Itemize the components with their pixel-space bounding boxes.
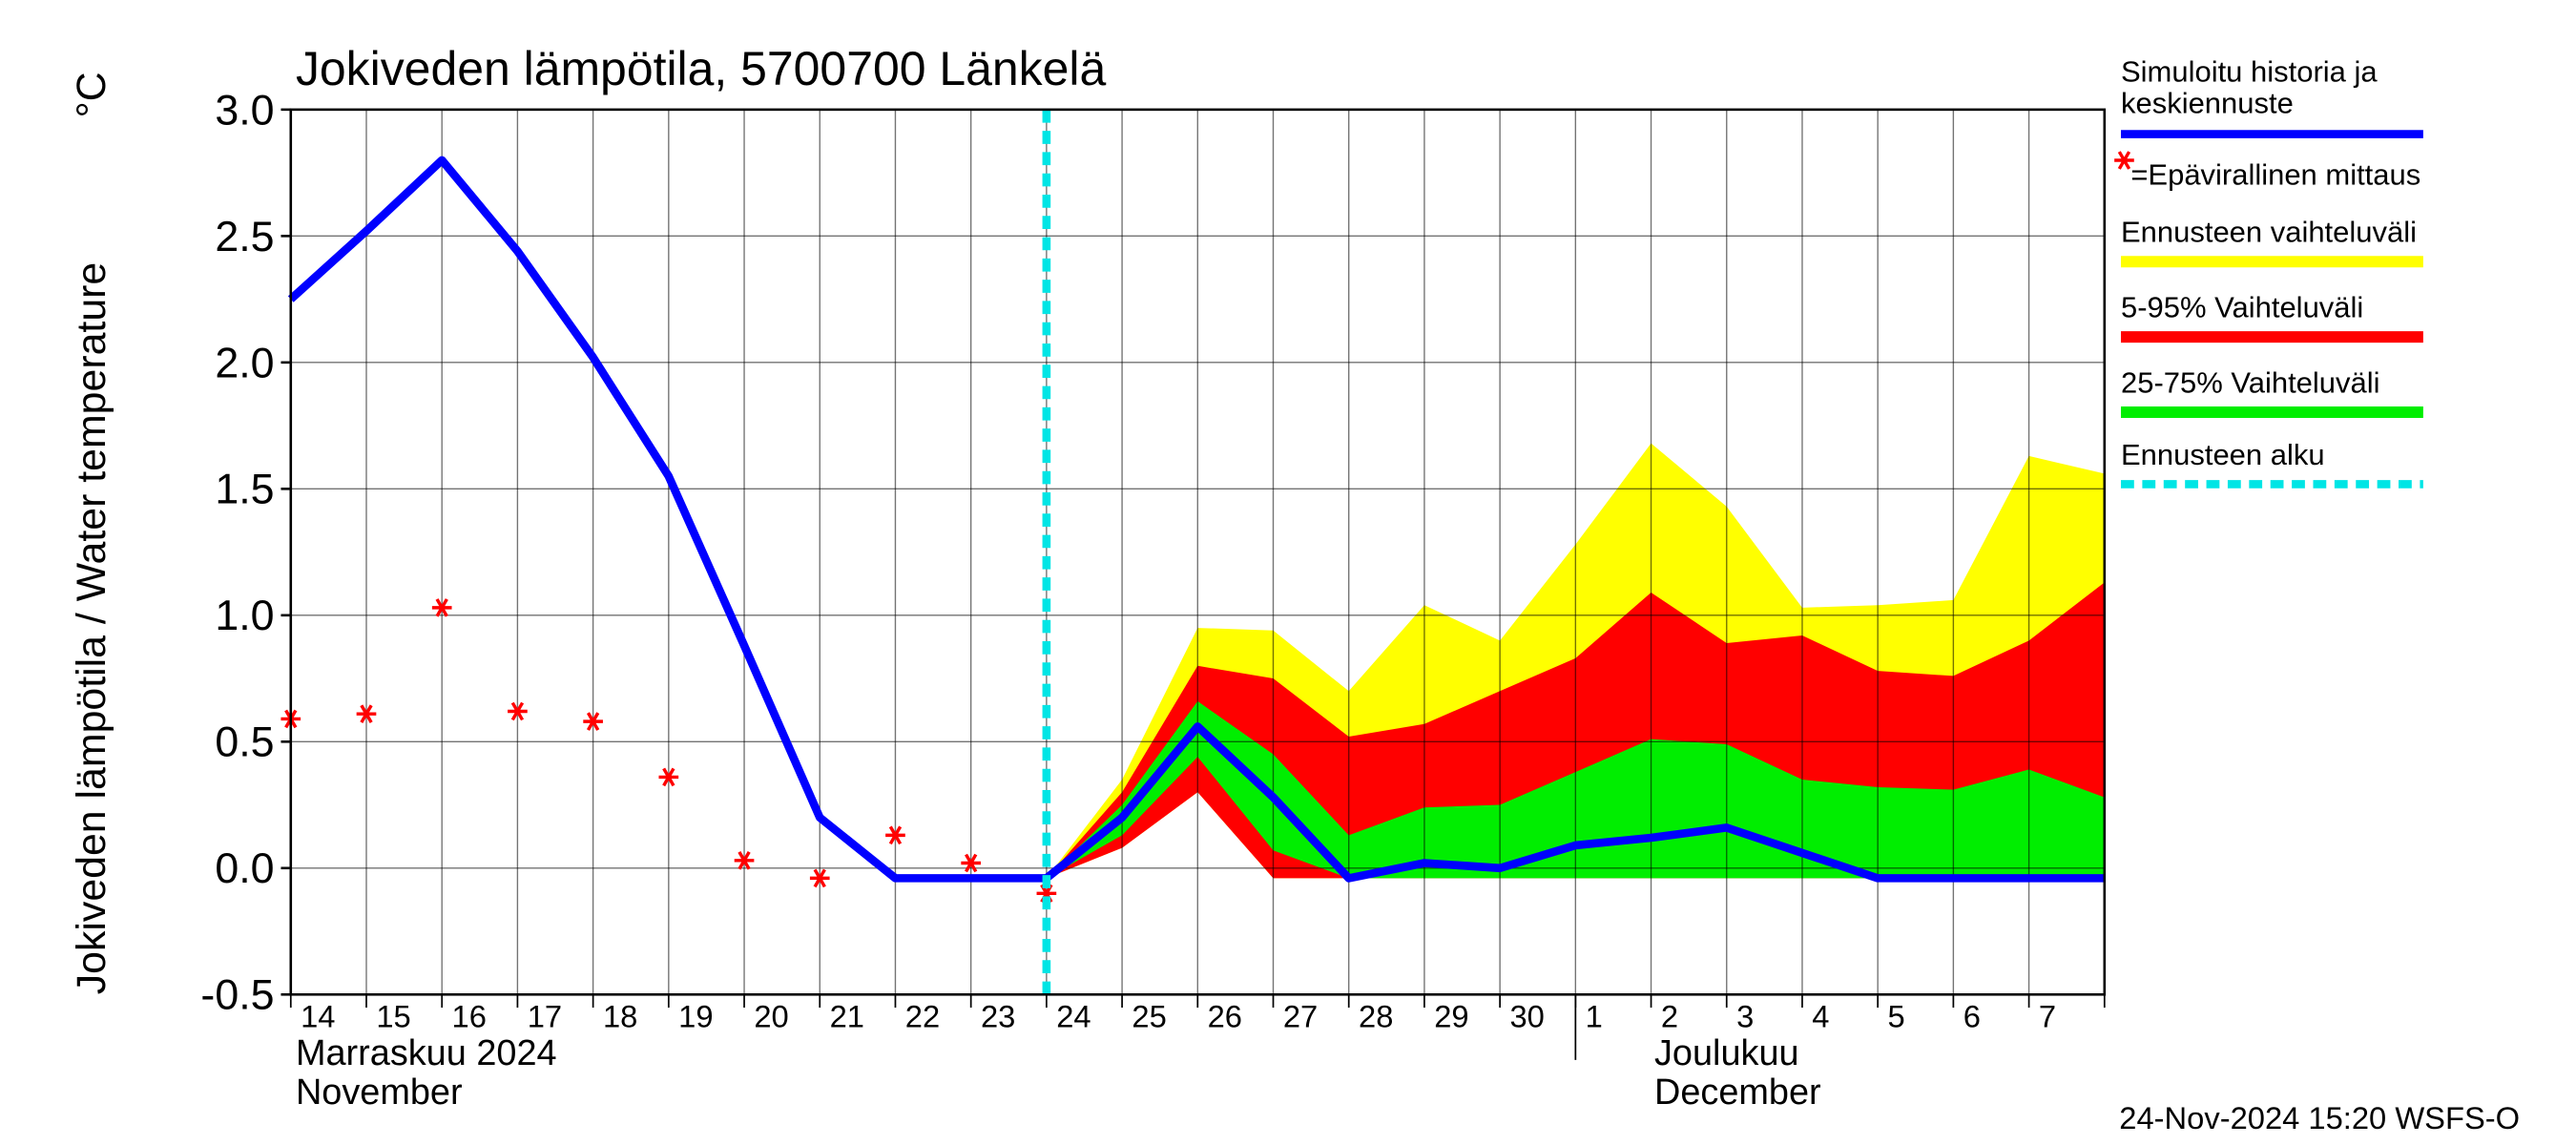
y-tick-label: 0.5 xyxy=(215,719,274,766)
measurement-point xyxy=(885,825,905,845)
x-tick-label: 19 xyxy=(678,999,713,1034)
x-tick-label: 30 xyxy=(1509,999,1544,1034)
x-tick-label: 7 xyxy=(2039,999,2056,1034)
x-tick-label: 27 xyxy=(1283,999,1318,1034)
y-tick-label: 2.5 xyxy=(215,214,274,260)
y-axis-unit: °C xyxy=(69,72,114,117)
measurement-point xyxy=(961,853,981,873)
x-tick-label: 21 xyxy=(830,999,864,1034)
legend-label: Ennusteen vaihteluväli xyxy=(2121,216,2417,249)
x-tick-label: 6 xyxy=(1963,999,1981,1034)
series-line xyxy=(287,156,2105,883)
plot-frame xyxy=(289,108,2107,996)
x-tick-label: 2 xyxy=(1661,999,1678,1034)
month-label: November xyxy=(296,1072,463,1113)
legend-label: Simuloitu historia ja xyxy=(2121,55,2378,89)
y-axis-label: Jokiveden lämpötila / Water temperature xyxy=(69,262,114,995)
x-tick-label: 1 xyxy=(1586,999,1603,1034)
y-tick-label: -0.5 xyxy=(200,972,274,1019)
x-tick-label: 3 xyxy=(1736,999,1754,1034)
x-tick-label: 5 xyxy=(1888,999,1905,1034)
legend-label: Ennusteen alku xyxy=(2121,438,2325,471)
month-label: Joulukuu xyxy=(1654,1033,1799,1073)
legend-label: keskiennuste xyxy=(2121,86,2294,119)
measurement-point xyxy=(734,851,755,870)
measurement-point xyxy=(658,767,679,787)
y-tick-label: 1.5 xyxy=(215,467,274,513)
x-tick-label: 16 xyxy=(452,999,487,1034)
month-label: Marraskuu 2024 xyxy=(296,1033,557,1073)
x-tick-label: 26 xyxy=(1208,999,1242,1034)
x-tick-label: 17 xyxy=(528,999,562,1034)
legend-swatch xyxy=(2114,151,2134,170)
month-label: December xyxy=(1654,1072,1821,1113)
chart-title: Jokiveden lämpötila, 5700700 Länkelä xyxy=(296,42,1107,95)
measurement-point xyxy=(356,704,377,723)
x-tick-label: 15 xyxy=(376,999,410,1034)
x-tick-label: 20 xyxy=(754,999,788,1034)
x-tick-label: 28 xyxy=(1359,999,1393,1034)
legend-label: 25-75% Vaihteluväli xyxy=(2121,365,2379,399)
x-tick-label: 18 xyxy=(603,999,637,1034)
x-tick-label: 22 xyxy=(905,999,940,1034)
x-tick-label: 23 xyxy=(981,999,1015,1034)
footer: 24-Nov-2024 15:20 WSFS-O xyxy=(2119,1100,2520,1135)
legend-label: 5-95% Vaihteluväli xyxy=(2121,291,2363,324)
y-tick-label: 3.0 xyxy=(215,87,274,134)
measurement-point xyxy=(583,712,603,731)
legend-label: =Epävirallinen mittaus xyxy=(2130,158,2420,192)
x-tick-label: 14 xyxy=(301,999,335,1034)
measurement-point xyxy=(431,598,452,617)
x-tick-label: 4 xyxy=(1812,999,1829,1034)
y-tick-label: 2.0 xyxy=(215,340,274,386)
x-tick-label: 29 xyxy=(1434,999,1468,1034)
y-tick-label: 1.0 xyxy=(215,593,274,639)
y-tick-label: 0.0 xyxy=(215,845,274,892)
measurement-point xyxy=(508,701,528,721)
x-tick-label: 24 xyxy=(1056,999,1091,1034)
measurement-point xyxy=(809,868,830,888)
x-tick-label: 25 xyxy=(1132,999,1166,1034)
